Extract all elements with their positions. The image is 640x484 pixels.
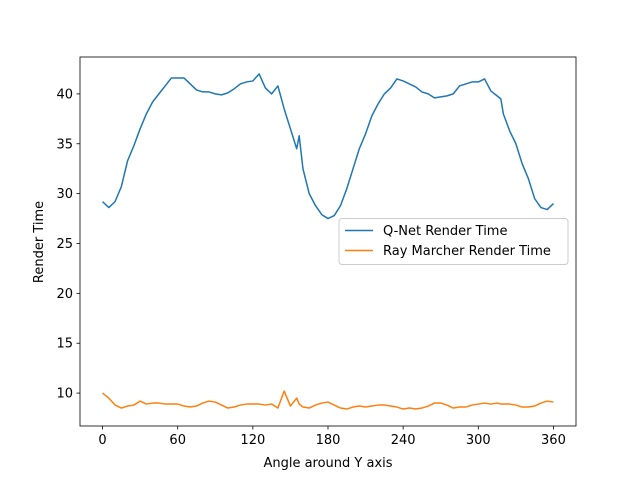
plot-frame <box>79 56 577 427</box>
y-tick-label: 25 <box>56 237 73 252</box>
x-tick-label: 60 <box>169 433 186 448</box>
x-tick-label: 120 <box>240 433 265 448</box>
data-line <box>102 73 554 220</box>
y-tick-label: 40 <box>56 87 73 102</box>
y-tick-label: 30 <box>56 187 73 202</box>
y-tick-label: 20 <box>56 287 73 302</box>
legend-box <box>338 218 569 265</box>
x-tick-label: 360 <box>541 433 566 448</box>
y-tick-label: 35 <box>56 137 73 152</box>
y-tick-label: 15 <box>56 337 73 352</box>
x-tick-label: 240 <box>391 433 416 448</box>
x-axis-label: Angle around Y axis <box>263 456 392 471</box>
data-line <box>102 390 554 410</box>
legend-label: Q-Net Render Time <box>383 224 507 239</box>
y-tick-label: 10 <box>56 387 73 402</box>
legend-label: Ray Marcher Render Time <box>383 244 551 259</box>
x-tick-label: 180 <box>316 433 341 448</box>
x-tick-label: 0 <box>98 433 106 448</box>
legend: Q-Net Render Time Ray Marcher Render Time <box>338 218 569 265</box>
y-axis-label: Render Time <box>32 201 47 283</box>
x-tick-label: 300 <box>466 433 491 448</box>
